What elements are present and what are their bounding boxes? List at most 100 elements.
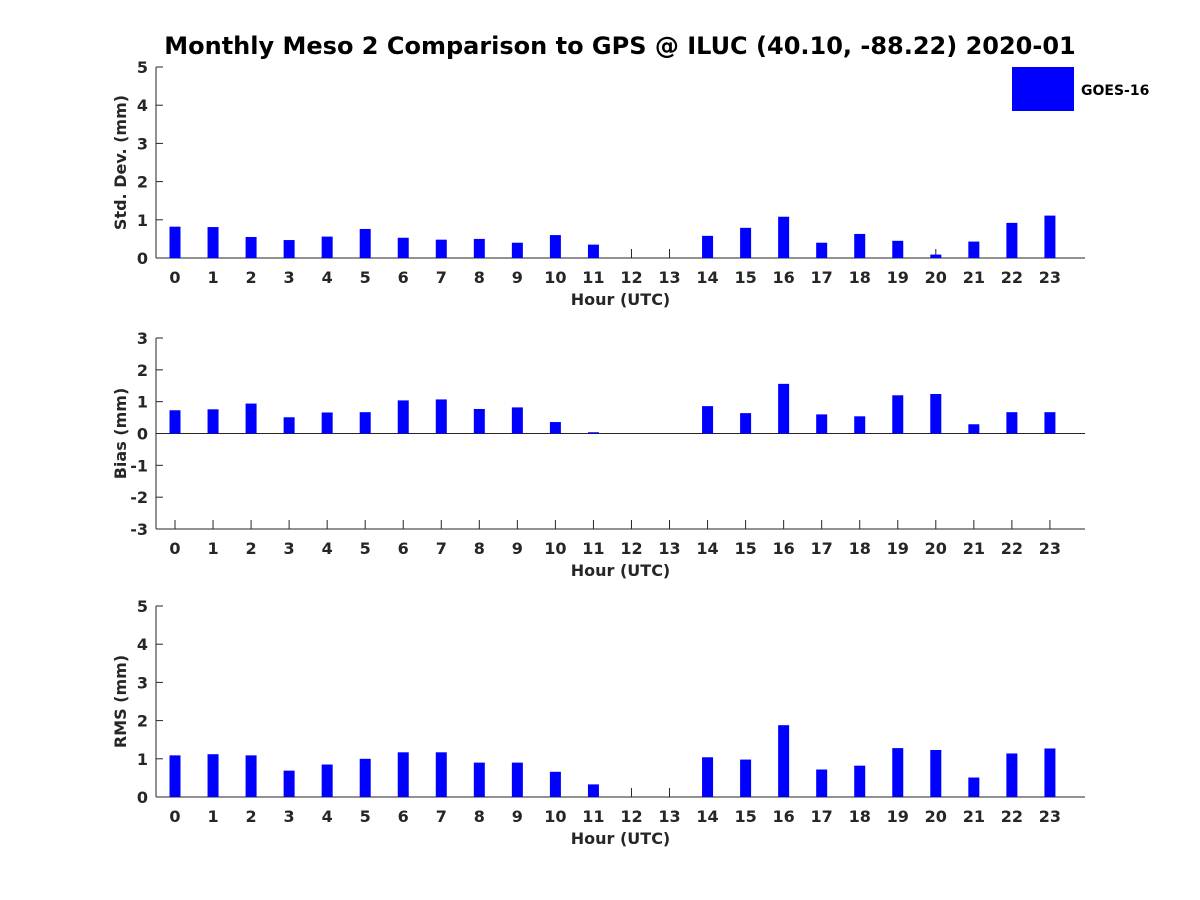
std-dev-xtick-label: 3 [284,268,295,287]
bias-xtick-label: 22 [1001,539,1023,558]
bias-bar-hour-0 [169,410,181,434]
rms-xtick-label: 19 [887,807,909,826]
std-dev-bar-hour-18 [854,233,866,258]
std-dev-y-axis-title: Std. Dev. (mm) [111,95,130,230]
std-dev-bar-hour-5 [359,228,371,258]
rms-bar-hour-17 [816,769,828,797]
bias-xtick-label: 19 [887,539,909,558]
std-dev-xtick-label: 13 [658,268,680,287]
bias-xtick-label: 2 [246,539,257,558]
bias-bar-hour-17 [816,414,828,434]
bias-xtick-label: 6 [398,539,409,558]
std-dev-xtick-label: 16 [773,268,795,287]
std-dev-bar-hour-20 [930,254,942,258]
bias-y-axis-title: Bias (mm) [111,388,130,480]
rms-bar-hour-9 [511,762,523,797]
bias-bar-hour-22 [1006,412,1018,434]
bias-xtick-label: 10 [544,539,566,558]
rms-xtick-label: 20 [925,807,947,826]
rms-bar-hour-5 [359,758,371,797]
std-dev-bar-hour-17 [816,242,828,258]
rms-xtick-label: 3 [284,807,295,826]
bias-xtick-label: 17 [811,539,833,558]
std-dev-ytick-label: 4 [137,96,148,115]
bias-xtick-label: 5 [360,539,371,558]
std-dev-bar-hour-2 [245,236,257,258]
std-dev-bar-hour-1 [207,227,219,258]
bias-xtick-label: 3 [284,539,295,558]
rms-xtick-label: 8 [474,807,485,826]
std-dev-bar-hour-11 [587,244,599,258]
rms-xtick-label: 23 [1039,807,1061,826]
rms-bar-hour-21 [968,777,980,797]
bias-bar-hour-9 [511,407,523,434]
rms-ytick-label: 2 [137,712,148,731]
bias-xtick-label: 20 [925,539,947,558]
bias-bar-hour-4 [321,412,333,434]
rms-xtick-label: 6 [398,807,409,826]
std-dev-xtick-label: 4 [322,268,333,287]
bias-ytick-label: -2 [130,488,148,507]
std-dev-xtick-label: 20 [925,268,947,287]
std-dev-bar-hour-14 [702,235,714,258]
rms-xtick-label: 18 [849,807,871,826]
rms-xtick-label: 0 [169,807,180,826]
std-dev-bar-hour-15 [740,227,752,258]
rms-xtick-label: 2 [246,807,257,826]
bias-bar-hour-16 [778,383,790,434]
bias-ytick-label: -1 [130,456,148,475]
bias-ytick-label: 3 [137,329,148,348]
bias-xtick-label: 9 [512,539,523,558]
rms-ytick-label: 4 [137,635,148,654]
rms-xtick-label: 15 [734,807,756,826]
rms-xtick-label: 9 [512,807,523,826]
rms-xtick-label: 14 [696,807,718,826]
bias-bar-hour-2 [245,403,257,434]
bias-bar-hour-10 [549,422,561,434]
bias-xtick-label: 16 [773,539,795,558]
rms-bar-hour-1 [207,754,219,797]
std-dev-xtick-label: 12 [620,268,642,287]
std-dev-xtick-label: 14 [696,268,718,287]
rms-bar-hour-6 [397,752,409,797]
bias-bar-hour-5 [359,412,371,434]
legend-swatch [1012,67,1074,111]
std-dev-ytick-label: 3 [137,134,148,153]
bias-bar-hour-15 [740,413,752,434]
bias-bar-hour-8 [473,408,485,434]
std-dev-ytick-label: 0 [137,249,148,268]
bias-xtick-label: 1 [207,539,218,558]
std-dev-bar-hour-3 [283,240,295,258]
rms-bar-hour-8 [473,762,485,797]
rms-xtick-label: 10 [544,807,566,826]
std-dev-bar-hour-22 [1006,222,1018,258]
rms-xtick-label: 22 [1001,807,1023,826]
rms-xtick-label: 11 [582,807,604,826]
rms-ytick-label: 5 [137,597,148,616]
rms-ytick-label: 1 [137,750,148,769]
std-dev-xtick-label: 8 [474,268,485,287]
rms-bar-hour-22 [1006,753,1018,797]
rms-bar-hour-15 [740,759,752,797]
rms-xtick-label: 13 [658,807,680,826]
bias-bar-hour-14 [702,406,714,434]
figure-title: Monthly Meso 2 Comparison to GPS @ ILUC … [164,32,1075,60]
bias-xtick-label: 13 [658,539,680,558]
rms-bar-hour-2 [245,755,257,797]
rms-ytick-label: 3 [137,673,148,692]
std-dev-xtick-label: 6 [398,268,409,287]
bias-xtick-label: 14 [696,539,718,558]
bias-xtick-label: 18 [849,539,871,558]
std-dev-xtick-label: 1 [207,268,218,287]
legend-label: GOES-16 [1081,83,1149,99]
std-dev-bar-hour-0 [169,226,181,258]
std-dev-bar-hour-6 [397,237,409,258]
rms-bar-hour-4 [321,764,333,797]
rms-bar-hour-7 [435,752,447,797]
std-dev-xtick-label: 23 [1039,268,1061,287]
bias-xtick-label: 11 [582,539,604,558]
bias-xtick-label: 4 [322,539,333,558]
rms-bar-hour-11 [587,784,599,797]
